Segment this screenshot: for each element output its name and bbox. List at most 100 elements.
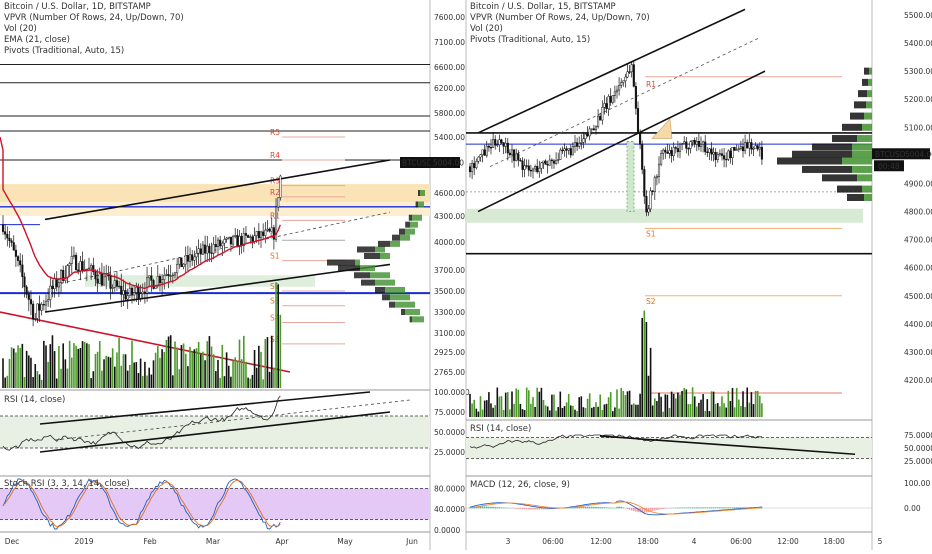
left-rsi-tick: 75.0000 <box>434 408 465 417</box>
left-volume-bar <box>71 358 73 388</box>
right-candle-body <box>755 146 757 149</box>
right-volume-bar <box>681 391 683 417</box>
right-macd-hist-bar <box>501 507 503 508</box>
right-candle-body <box>639 132 641 144</box>
left-vp-row-down <box>418 190 420 196</box>
right-candle-body <box>637 108 639 132</box>
right-legend-vol[interactable]: Vol (20) <box>470 24 650 35</box>
left-volume-bar <box>222 345 224 388</box>
right-volume-bar <box>562 408 564 417</box>
right-macd-hist-bar <box>499 507 501 508</box>
left-legend-ema[interactable]: EMA (21, close) <box>4 35 184 46</box>
left-price-tick: 5400.00 <box>434 133 465 142</box>
right-candle-body <box>478 157 480 161</box>
right-candle-body <box>513 150 515 161</box>
left-volume-bar <box>28 355 30 388</box>
left-volume-bar <box>97 352 99 388</box>
right-macd-hist-bar <box>694 507 696 508</box>
right-macd-title[interactable]: MACD (12, 26, close, 9) <box>470 480 570 491</box>
right-pivot-label-S2: S2 <box>646 297 656 306</box>
right-candle-body <box>484 150 486 156</box>
right-candle-body <box>715 152 717 159</box>
right-vp-row-down <box>842 124 862 131</box>
right-volume-bar <box>532 397 534 417</box>
right-candle-body <box>547 164 549 165</box>
left-volume-bar <box>58 346 60 388</box>
right-volume-bar <box>719 406 721 417</box>
right-volume-bar <box>696 407 698 417</box>
left-candle-body <box>43 304 45 305</box>
left-candle-body <box>71 256 73 263</box>
right-macd-hist-bar <box>677 508 679 509</box>
right-volume-bar <box>509 409 511 417</box>
right-price-tick: 4900.00 <box>904 179 932 188</box>
left-candle-body <box>196 253 198 257</box>
right-volume-bar <box>675 398 677 417</box>
right-legend-pivots[interactable]: Pivots (Traditional, Auto, 15) <box>470 35 650 46</box>
right-candle-body <box>564 149 566 151</box>
left-rsi-title[interactable]: RSI (14, close) <box>4 395 65 406</box>
right-macd-tick: 100.00 <box>904 479 930 488</box>
right-macd-hist-bar <box>690 507 692 508</box>
left-volume-bar <box>30 358 32 388</box>
left-vp-row-up <box>375 246 385 252</box>
left-volume-bar <box>75 346 77 388</box>
left-candle-body <box>123 290 125 294</box>
right-legend-vpvr[interactable]: VPVR (Number Of Rows, 24, Up/Down, 70) <box>470 13 650 24</box>
right-volume-bar <box>494 405 496 417</box>
right-candle-body <box>713 152 715 154</box>
right-candle-body <box>511 150 513 155</box>
right-macd-hist-bar <box>541 508 543 509</box>
right-macd-hist-bar <box>692 507 694 508</box>
right-volume-bar <box>723 403 725 417</box>
left-stoch-title[interactable]: Stoch RSI (3, 3, 14, 14, close) <box>4 479 130 490</box>
left-volume-bar <box>249 379 251 388</box>
right-candle-body <box>707 152 709 153</box>
right-candle-body <box>616 90 618 92</box>
right-rsi-title[interactable]: RSI (14, close) <box>470 424 531 435</box>
right-volume-bar <box>608 397 610 417</box>
left-volume-bar <box>170 335 172 388</box>
left-volume-bar <box>179 369 181 388</box>
right-candle-body <box>761 147 763 159</box>
right-volume-bar <box>658 393 660 417</box>
left-volume-bar <box>88 344 90 388</box>
left-candle-body <box>41 304 43 310</box>
right-last-price-value: 5004.00 <box>905 150 932 159</box>
left-legend-symbol[interactable]: Bitcoin / U.S. Dollar, 1D, BITSTAMP <box>4 2 184 13</box>
left-candle-body <box>116 281 118 287</box>
right-macd-hist-bar <box>616 507 618 509</box>
right-volume-bar <box>528 390 530 417</box>
right-candle-body <box>677 148 679 151</box>
left-volume-bar <box>245 362 247 388</box>
right-candle-body <box>612 95 614 102</box>
left-pivot-label-R5: R5 <box>270 128 280 137</box>
left-candle-body <box>75 255 77 270</box>
right-candle-body <box>671 150 673 155</box>
right-candle-body <box>530 170 532 171</box>
right-candle-body <box>551 160 553 161</box>
right-legend-symbol[interactable]: Bitcoin / U.S. Dollar, 15, BITSTAMP <box>470 2 650 13</box>
right-vp-row-up <box>867 90 872 97</box>
right-volume-bar <box>488 392 490 417</box>
right-macd-hist-bar <box>486 507 488 509</box>
left-vp-row-down <box>389 302 395 308</box>
left-volume-bar <box>144 362 146 388</box>
right-volume-bar <box>597 407 599 417</box>
left-legend-pivots[interactable]: Pivots (Traditional, Auto, 15) <box>4 46 184 57</box>
left-volume-bar <box>108 357 110 388</box>
left-volume-bar <box>166 340 168 388</box>
right-volume-bar <box>654 398 656 417</box>
left-legend-vol[interactable]: Vol (20) <box>4 24 184 35</box>
right-channel-bottom <box>478 71 765 211</box>
left-legend-vpvr[interactable]: VPVR (Number Of Rows, 24, Up/Down, 70) <box>4 13 184 24</box>
right-candle-body <box>515 154 517 161</box>
left-volume-bar <box>62 343 64 388</box>
left-volume-bar <box>239 340 241 388</box>
right-candle-body <box>518 154 520 160</box>
left-candle-body <box>174 273 176 275</box>
left-vp-row-up <box>395 302 415 308</box>
right-candle-body <box>623 81 625 83</box>
right-volume-bar <box>614 407 616 417</box>
